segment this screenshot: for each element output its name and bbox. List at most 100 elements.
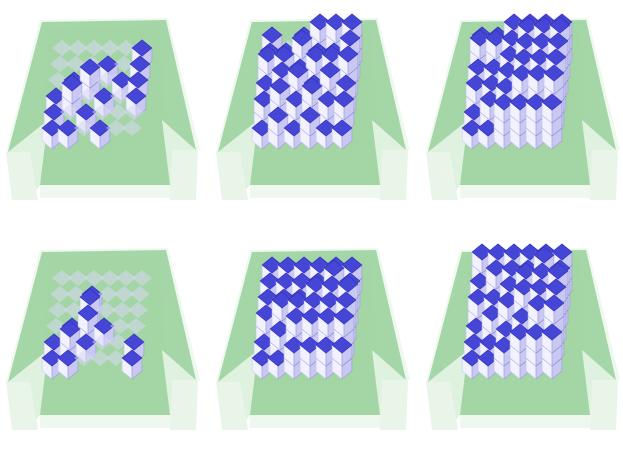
cube-top bbox=[267, 106, 289, 124]
cube-top bbox=[123, 333, 145, 351]
ghost-cell bbox=[68, 39, 88, 57]
tray-panel-2 bbox=[216, 13, 410, 200]
ghost-cell bbox=[106, 119, 126, 137]
cube-top bbox=[111, 71, 133, 89]
tray-left-post bbox=[216, 382, 248, 430]
cube-top bbox=[509, 323, 531, 341]
cube-top bbox=[511, 64, 533, 82]
ghost-cell bbox=[66, 55, 86, 73]
cube-top bbox=[299, 106, 321, 124]
ghost-cell bbox=[114, 285, 134, 303]
ghost-cell bbox=[132, 269, 152, 287]
cube-top bbox=[543, 294, 565, 312]
cube-top bbox=[493, 93, 515, 111]
ghost-cell bbox=[92, 333, 112, 351]
cube-top bbox=[275, 272, 297, 290]
tray-panel-1 bbox=[6, 18, 200, 200]
cube-top bbox=[59, 320, 81, 338]
ghost-cell bbox=[100, 269, 120, 287]
cube-top bbox=[251, 349, 273, 367]
ghost-cell bbox=[114, 55, 134, 73]
cube-top bbox=[543, 64, 565, 82]
cube-top bbox=[335, 74, 357, 92]
cube-top bbox=[305, 45, 327, 63]
cube-top bbox=[301, 307, 323, 325]
tray-left-post bbox=[426, 152, 458, 200]
cube-top bbox=[131, 39, 153, 57]
cube-top bbox=[533, 16, 555, 34]
cube-top bbox=[541, 93, 563, 111]
cube-top bbox=[299, 336, 321, 354]
tray-front-lip bbox=[250, 185, 382, 198]
tray-right-post bbox=[590, 150, 618, 200]
cube-top bbox=[531, 32, 553, 50]
cube-top bbox=[283, 336, 305, 354]
cube-top bbox=[41, 349, 63, 367]
ghost-cell bbox=[116, 39, 136, 57]
cube-top bbox=[461, 119, 483, 137]
cube-top bbox=[271, 61, 293, 79]
tray-front-lip bbox=[40, 415, 172, 428]
ghost-cell bbox=[110, 317, 130, 335]
tray-front-lip bbox=[460, 415, 592, 428]
ghost-cell bbox=[48, 71, 68, 89]
ghost-cell bbox=[112, 301, 132, 319]
cube-top bbox=[467, 288, 489, 306]
cube-top bbox=[269, 77, 291, 95]
ghost-cell bbox=[126, 317, 146, 335]
cube-top bbox=[79, 58, 101, 76]
ghost-cell bbox=[48, 301, 68, 319]
cube-top bbox=[43, 103, 65, 121]
cube-top bbox=[517, 16, 539, 34]
tray-left-post bbox=[216, 152, 248, 200]
cube-top bbox=[525, 323, 547, 341]
cube-top bbox=[315, 119, 337, 137]
ghost-cell bbox=[84, 39, 104, 57]
cube-top bbox=[545, 278, 567, 296]
cube-top bbox=[317, 307, 339, 325]
cube-top bbox=[41, 119, 63, 137]
tray-panel-5 bbox=[216, 248, 410, 430]
ghost-cell bbox=[68, 269, 88, 287]
cube-top bbox=[93, 317, 115, 335]
cube-top bbox=[257, 45, 279, 63]
cube-top bbox=[341, 256, 363, 274]
cube-top bbox=[533, 246, 555, 264]
cube-top bbox=[293, 256, 315, 274]
cube-top bbox=[321, 45, 343, 63]
ghost-cell bbox=[96, 301, 116, 319]
cube-top bbox=[61, 74, 83, 92]
ghost-cell bbox=[90, 349, 110, 367]
ghost-cell bbox=[116, 269, 136, 287]
cube-top bbox=[463, 333, 485, 351]
cube-top bbox=[325, 13, 347, 31]
cube-top bbox=[337, 45, 359, 63]
cube-top bbox=[465, 74, 487, 92]
ghost-cell bbox=[92, 103, 112, 121]
cube-top bbox=[323, 259, 345, 277]
cube-top bbox=[341, 13, 363, 31]
cube-top bbox=[127, 71, 149, 89]
ghost-cell bbox=[52, 269, 72, 287]
cube-top bbox=[515, 262, 537, 280]
cube-top bbox=[261, 256, 283, 274]
cube-top bbox=[261, 26, 283, 44]
cube-top bbox=[121, 349, 143, 367]
ghost-cell bbox=[74, 119, 94, 137]
cube-top bbox=[547, 262, 569, 280]
ghost-cell bbox=[128, 301, 148, 319]
cube-top bbox=[259, 272, 281, 290]
ghost-cell bbox=[130, 285, 150, 303]
cube-top bbox=[509, 93, 531, 111]
tray-panel-4 bbox=[6, 248, 200, 430]
cube-top bbox=[301, 77, 323, 95]
tray-front-lip bbox=[460, 185, 592, 198]
cube-top bbox=[335, 291, 357, 309]
ghost-cell bbox=[108, 103, 128, 121]
ghost-cell bbox=[60, 103, 80, 121]
cube-top bbox=[273, 45, 295, 63]
ghost-cell bbox=[98, 285, 118, 303]
cube-top bbox=[75, 103, 97, 121]
ghost-cell bbox=[122, 119, 142, 137]
